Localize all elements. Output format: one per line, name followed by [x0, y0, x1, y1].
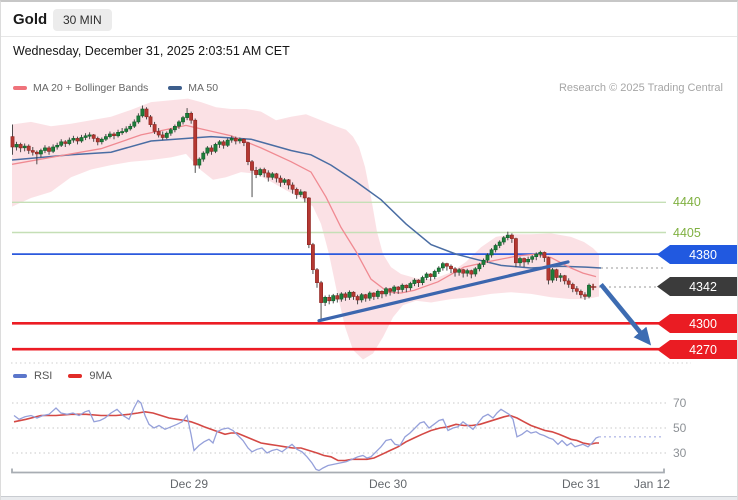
9ma-legend-item: 9MA	[68, 370, 112, 382]
price-tag-current-4342: 4342	[657, 277, 737, 296]
rsi-legend-item: RSI	[13, 370, 52, 382]
bollinger-band	[12, 98, 599, 360]
price-tag-4270: 4270	[657, 340, 737, 359]
research-credit: Research © 2025 Trading Central	[558, 82, 723, 94]
resistance-label-4440: 4440	[673, 195, 701, 209]
price-tag-4380: 4380	[657, 245, 737, 264]
resistance-label-4405: 4405	[673, 226, 701, 240]
ma50-legend: MA 50	[168, 82, 218, 94]
page-background-strip	[1, 497, 737, 500]
rsi-swatch-icon	[13, 374, 27, 378]
instrument-title: Gold	[13, 11, 48, 28]
9ma-swatch-icon	[68, 374, 83, 378]
support-trendline	[317, 260, 570, 323]
price-tag-4300: 4300	[657, 314, 737, 333]
rsi-legend-label: RSI	[34, 370, 53, 382]
rsi-scale-50: 50	[673, 421, 687, 435]
x-axis-label-dec31: Dec 31	[561, 477, 601, 491]
x-axis-label-jan12: Jan 12	[633, 477, 671, 491]
candles-group	[10, 105, 597, 320]
card-bottom-border	[1, 496, 737, 497]
rsi-9ma-line	[13, 410, 599, 462]
x-axis-label-dec29: Dec 29	[169, 477, 209, 491]
main-legend: MA 20 + Bollinger Bands MA 50	[13, 82, 230, 94]
x-axis	[11, 468, 665, 474]
chart-date: Wednesday, December 31, 2025 2:03:51 AM …	[13, 44, 290, 58]
ma20-legend-label: MA 20 + Bollinger Bands	[33, 82, 149, 94]
rsi-line	[13, 399, 600, 472]
ma20-line	[11, 124, 597, 294]
ma50-swatch-icon	[168, 86, 183, 90]
ma50-legend-label: MA 50	[188, 82, 219, 94]
ma20-bollinger-legend: MA 20 + Bollinger Bands	[13, 82, 148, 94]
rsi-legend: RSI 9MA	[13, 370, 128, 382]
ma20-swatch-icon	[13, 86, 27, 90]
x-axis-label-dec30: Dec 30	[368, 477, 408, 491]
rsi-scale-30: 30	[673, 446, 687, 460]
bearish-forecast-arrow	[599, 282, 652, 346]
9ma-legend-label: 9MA	[89, 370, 112, 382]
ma50-line	[11, 135, 602, 269]
rsi-scale-70: 70	[673, 396, 687, 410]
timeframe-badge[interactable]: 30 MIN	[53, 9, 112, 31]
header-divider	[1, 36, 737, 37]
